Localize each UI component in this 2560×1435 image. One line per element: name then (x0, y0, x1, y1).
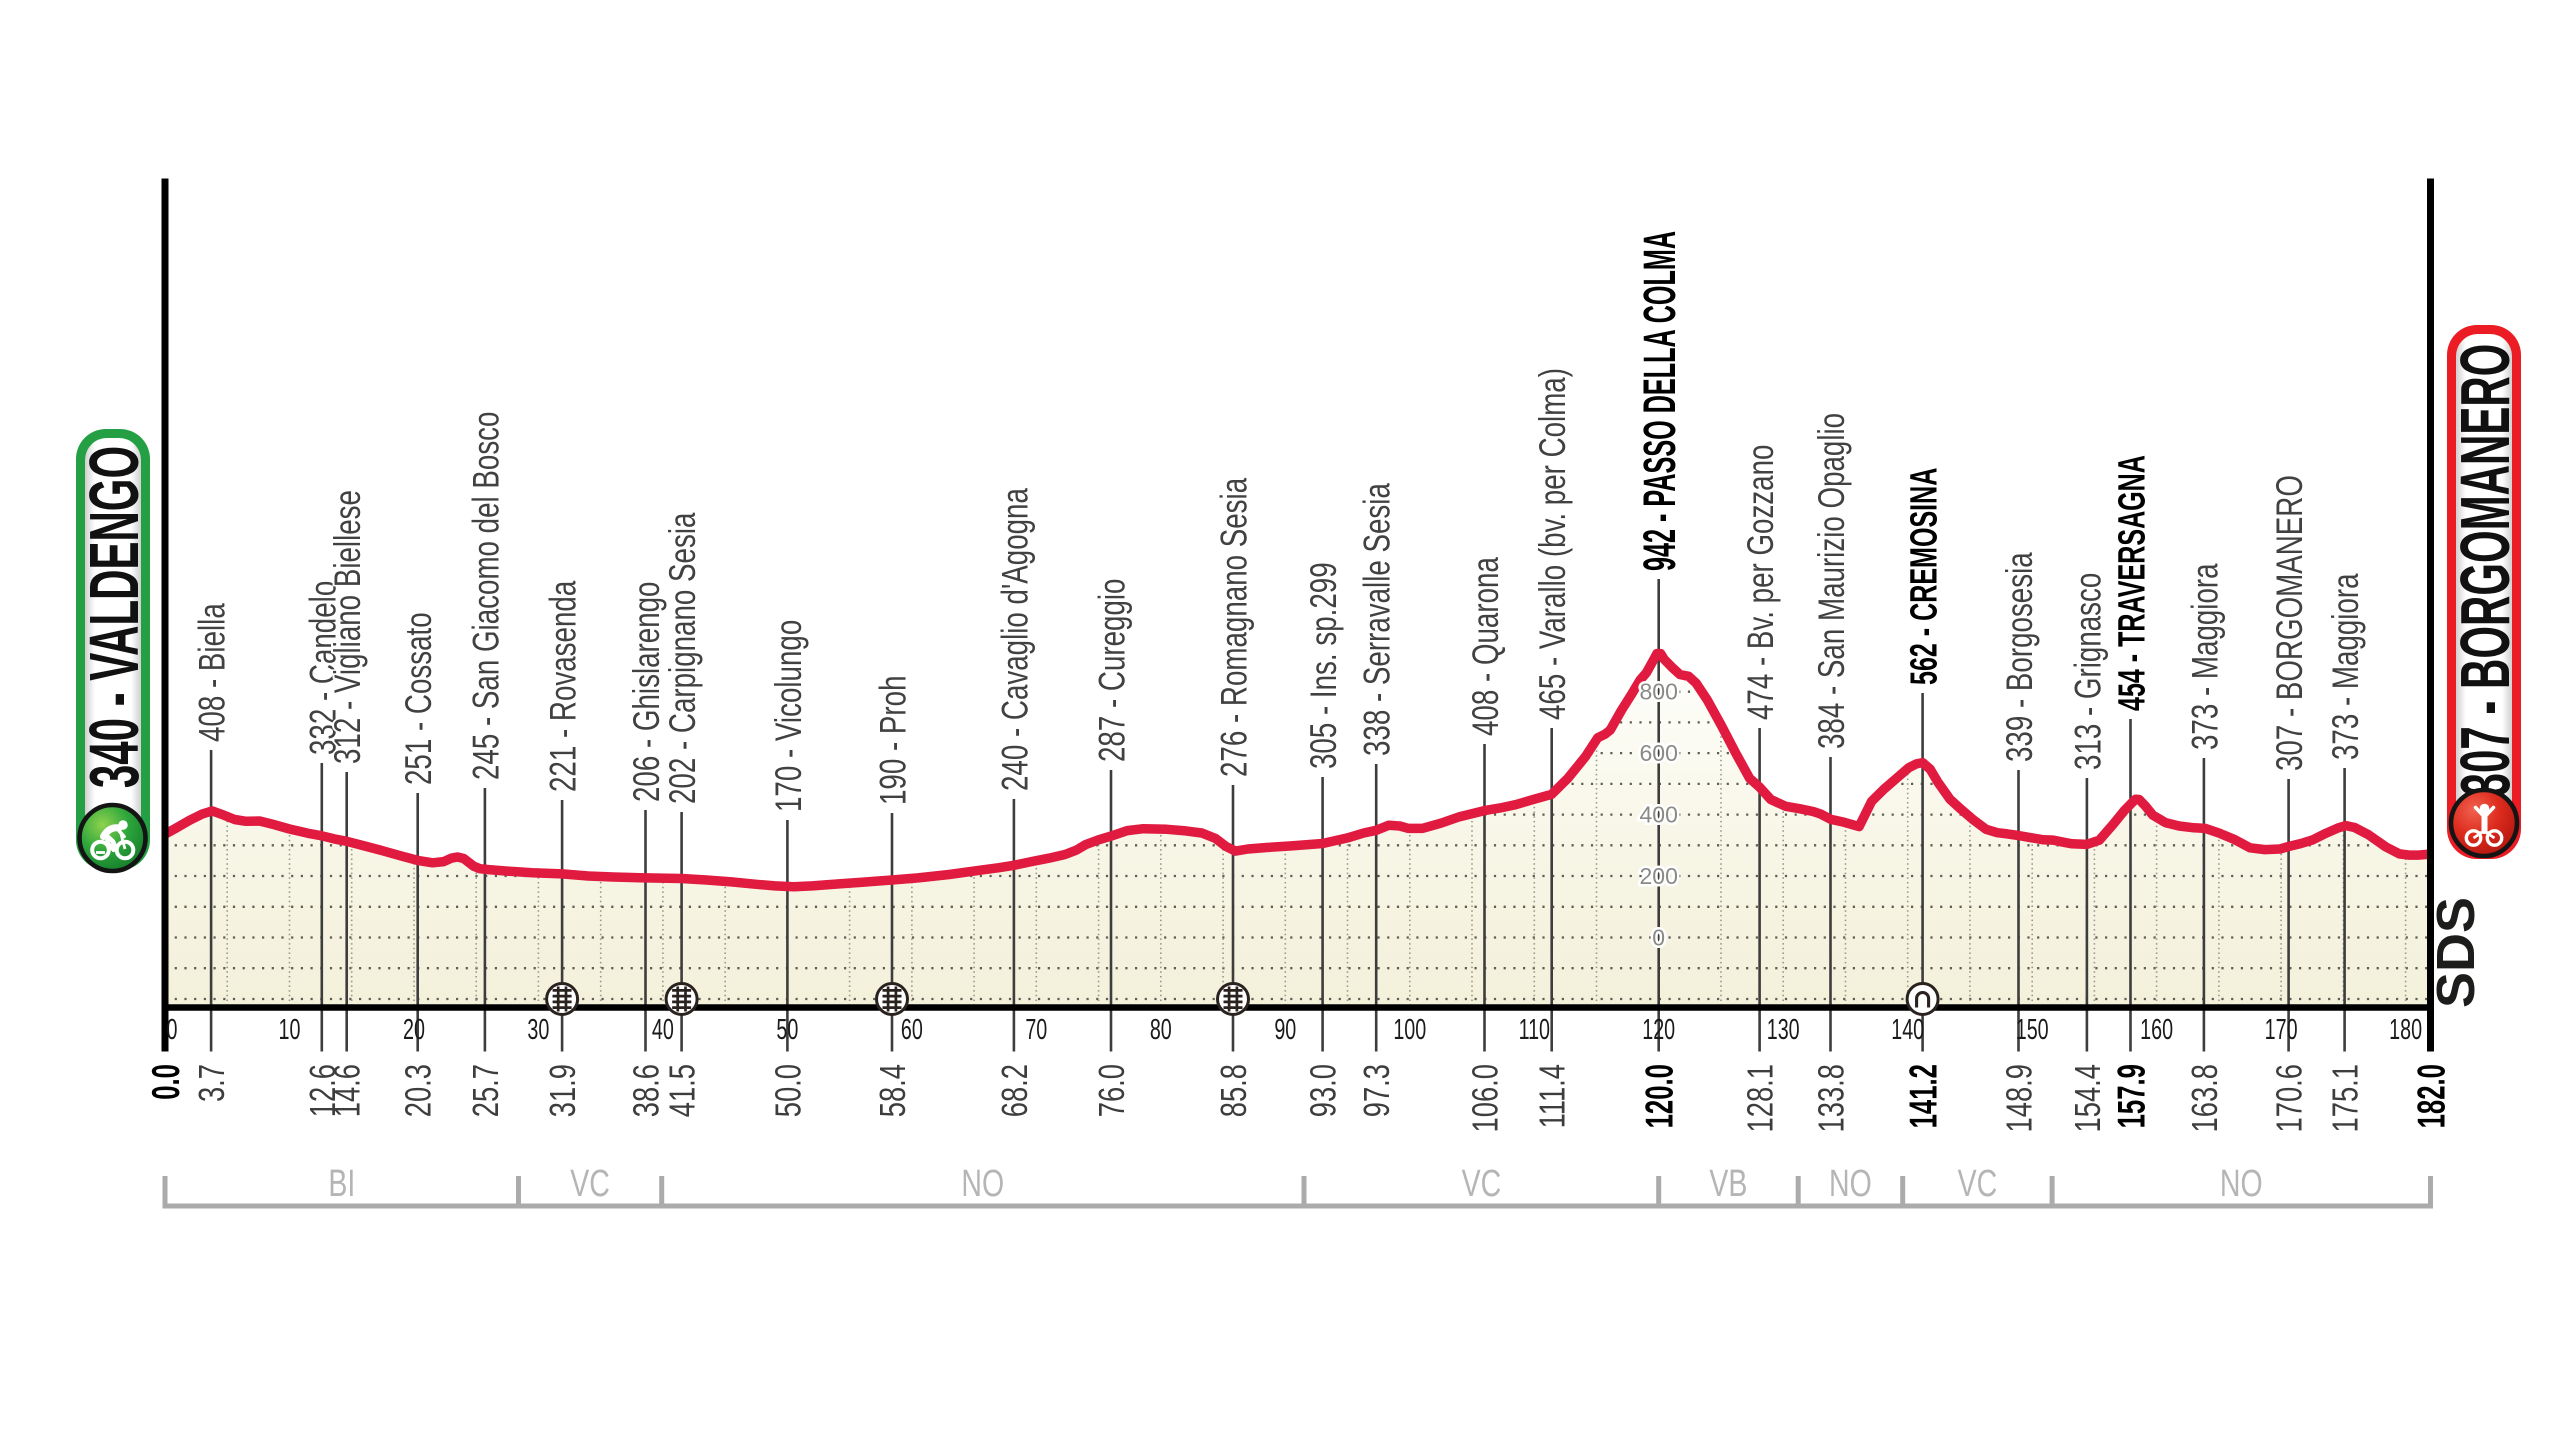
svg-text:175.1: 175.1 (2325, 1064, 2366, 1132)
svg-text:287 - Cureggio: 287 - Cureggio (1091, 579, 1133, 762)
svg-text:VC: VC (1462, 1163, 1502, 1205)
svg-text:76.0: 76.0 (1091, 1064, 1132, 1117)
svg-text:140: 140 (1891, 1014, 1924, 1046)
svg-text:373 - Maggiora: 373 - Maggiora (2183, 563, 2225, 750)
svg-text:SDS: SDS (2426, 897, 2486, 1008)
svg-text:90: 90 (1274, 1014, 1296, 1046)
svg-text:3.7: 3.7 (191, 1064, 232, 1102)
svg-text:30: 30 (527, 1014, 549, 1046)
svg-text:170: 170 (2265, 1014, 2298, 1046)
svg-text:182.0: 182.0 (2410, 1064, 2454, 1128)
svg-text:160: 160 (2140, 1014, 2173, 1046)
svg-text:38.6: 38.6 (626, 1064, 667, 1117)
svg-text:338 - Serravalle Sesia: 338 - Serravalle Sesia (1356, 482, 1398, 756)
svg-text:339 - Borgosesia: 339 - Borgosesia (1998, 552, 2040, 762)
svg-text:251 - Cossato: 251 - Cossato (397, 612, 439, 785)
svg-text:800: 800 (1640, 679, 1678, 705)
svg-text:NO: NO (1829, 1163, 1872, 1205)
svg-text:190 - Proh: 190 - Proh (872, 675, 914, 805)
svg-text:20.3: 20.3 (398, 1064, 439, 1117)
svg-text:106.0: 106.0 (1465, 1064, 1506, 1132)
svg-text:68.2: 68.2 (994, 1064, 1035, 1117)
svg-text:50.0: 50.0 (768, 1064, 809, 1117)
svg-text:NO: NO (961, 1163, 1004, 1205)
svg-text:202 - Carpignano Sesia: 202 - Carpignano Sesia (661, 512, 703, 804)
svg-text:154.4: 154.4 (2067, 1064, 2108, 1132)
svg-text:170.6: 170.6 (2269, 1064, 2310, 1132)
svg-text:120.0: 120.0 (1638, 1064, 1682, 1128)
svg-text:120: 120 (1642, 1014, 1675, 1046)
svg-text:276 - Romagnano Sesia: 276 - Romagnano Sesia (1213, 477, 1255, 777)
svg-text:150: 150 (2016, 1014, 2049, 1046)
svg-text:180: 180 (2389, 1014, 2422, 1046)
svg-text:14.6: 14.6 (327, 1064, 368, 1117)
svg-text:600: 600 (1640, 740, 1678, 766)
svg-text:332 - Candelo: 332 - Candelo (301, 581, 343, 755)
svg-text:157.9: 157.9 (2110, 1064, 2154, 1128)
svg-text:70: 70 (1025, 1014, 1047, 1046)
svg-text:313 - Grignasco: 313 - Grignasco (2066, 573, 2108, 770)
svg-text:400: 400 (1640, 802, 1678, 828)
svg-text:111.4: 111.4 (1532, 1064, 1573, 1128)
svg-text:384 - San Maurizio Opaglio: 384 - San Maurizio Opaglio (1810, 413, 1852, 749)
svg-text:307 - BORGOMANERO: 307 - BORGOMANERO (2268, 475, 2310, 771)
svg-text:340 - VALDENGO: 340 - VALDENGO (76, 446, 154, 788)
svg-text:20: 20 (403, 1014, 425, 1046)
svg-text:408 - Quarona: 408 - Quarona (1464, 556, 1506, 736)
svg-text:60: 60 (901, 1014, 923, 1046)
svg-text:133.8: 133.8 (1811, 1064, 1852, 1132)
svg-text:VC: VC (570, 1163, 610, 1205)
svg-text:25.7: 25.7 (465, 1064, 506, 1117)
svg-text:0.0: 0.0 (145, 1064, 189, 1100)
svg-text:562 - CREMOSINA: 562 - CREMOSINA (1902, 468, 1944, 685)
svg-text:110: 110 (1519, 1014, 1550, 1046)
svg-text:454 - TRAVERSAGNA: 454 - TRAVERSAGNA (2110, 455, 2152, 711)
svg-text:221 - Rovasenda: 221 - Rovasenda (542, 580, 584, 792)
svg-text:93.0: 93.0 (1303, 1064, 1344, 1117)
svg-text:VC: VC (1958, 1163, 1998, 1205)
svg-text:408 - Biella: 408 - Biella (191, 603, 233, 742)
svg-text:128.1: 128.1 (1740, 1064, 1781, 1132)
svg-text:10: 10 (279, 1014, 301, 1046)
svg-text:141.2: 141.2 (1902, 1064, 1946, 1128)
svg-text:100: 100 (1393, 1014, 1426, 1046)
svg-text:85.8: 85.8 (1213, 1064, 1254, 1117)
svg-text:307 - BORGOMANERO: 307 - BORGOMANERO (2447, 344, 2525, 797)
svg-text:97.3: 97.3 (1357, 1064, 1398, 1117)
svg-text:NO: NO (2220, 1163, 2263, 1205)
svg-text:200: 200 (1640, 863, 1678, 889)
svg-text:130: 130 (1767, 1014, 1800, 1046)
svg-text:40: 40 (652, 1014, 674, 1046)
svg-text:312 - Vigliano Biellese: 312 - Vigliano Biellese (326, 490, 368, 764)
svg-text:148.9: 148.9 (1999, 1064, 2040, 1132)
svg-text:0: 0 (1652, 925, 1665, 951)
svg-text:50: 50 (776, 1014, 798, 1046)
svg-text:240 - Cavaglio d'Agogna: 240 - Cavaglio d'Agogna (993, 487, 1035, 791)
svg-text:VB: VB (1709, 1163, 1747, 1205)
svg-text:31.9: 31.9 (542, 1064, 583, 1117)
svg-text:170 - Vicolungo: 170 - Vicolungo (767, 620, 809, 812)
svg-text:474 - Bv. per Gozzano: 474 - Bv. per Gozzano (1739, 445, 1781, 720)
svg-text:206 - Ghislarengo: 206 - Ghislarengo (625, 582, 667, 802)
svg-text:245 - San Giacomo del Bosco: 245 - San Giacomo del Bosco (464, 412, 506, 780)
svg-text:41.5: 41.5 (662, 1064, 703, 1117)
svg-text:305 - Ins. sp.299: 305 - Ins. sp.299 (1302, 562, 1344, 769)
svg-text:58.4: 58.4 (872, 1064, 913, 1117)
svg-text:12.6: 12.6 (302, 1064, 343, 1117)
svg-text:BI: BI (328, 1163, 355, 1205)
svg-text:373 - Maggiora: 373 - Maggiora (2324, 573, 2366, 760)
svg-text:465 - Varallo (bv. per Colma): 465 - Varallo (bv. per Colma) (1531, 368, 1573, 720)
svg-text:163.8: 163.8 (2184, 1064, 2225, 1132)
svg-text:0: 0 (167, 1014, 178, 1046)
svg-text:942 - PASSO DELLA COLMA: 942 - PASSO DELLA COLMA (1634, 231, 1685, 571)
svg-text:80: 80 (1150, 1014, 1172, 1046)
